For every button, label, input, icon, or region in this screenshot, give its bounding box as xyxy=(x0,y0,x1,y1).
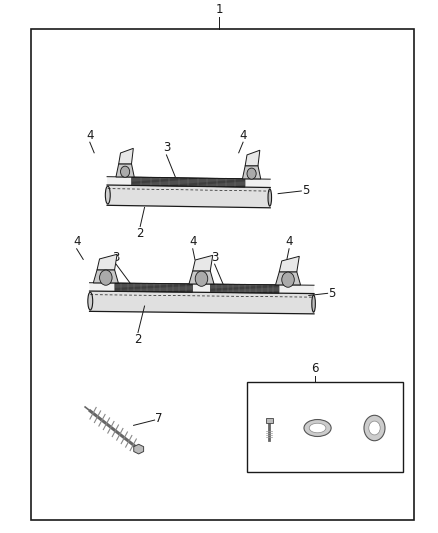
Ellipse shape xyxy=(312,295,315,312)
Polygon shape xyxy=(107,185,270,208)
Polygon shape xyxy=(132,177,245,187)
Text: 6: 6 xyxy=(311,362,319,375)
Polygon shape xyxy=(189,271,214,284)
Circle shape xyxy=(99,270,112,285)
Ellipse shape xyxy=(309,423,326,433)
Ellipse shape xyxy=(88,292,93,310)
Polygon shape xyxy=(116,164,134,177)
Text: 5: 5 xyxy=(302,184,310,198)
Text: 3: 3 xyxy=(211,251,218,264)
Text: 7: 7 xyxy=(155,413,163,425)
Ellipse shape xyxy=(268,189,272,206)
Text: 3: 3 xyxy=(163,141,170,154)
Text: 4: 4 xyxy=(189,235,197,248)
Polygon shape xyxy=(89,282,314,294)
Text: 4: 4 xyxy=(73,235,81,248)
Polygon shape xyxy=(97,254,117,270)
Text: 4: 4 xyxy=(86,128,94,142)
Ellipse shape xyxy=(304,419,331,437)
Bar xyxy=(31,29,414,520)
Polygon shape xyxy=(107,176,270,188)
Polygon shape xyxy=(266,418,273,423)
Circle shape xyxy=(282,272,294,287)
Text: 3: 3 xyxy=(113,251,120,264)
Text: 2: 2 xyxy=(134,333,142,345)
Polygon shape xyxy=(276,272,300,285)
Circle shape xyxy=(369,421,380,435)
Polygon shape xyxy=(243,166,261,179)
Circle shape xyxy=(364,415,385,441)
Text: 2: 2 xyxy=(136,227,144,239)
Polygon shape xyxy=(193,255,213,271)
Text: 5: 5 xyxy=(328,287,336,300)
Polygon shape xyxy=(245,150,260,166)
Circle shape xyxy=(247,168,256,179)
Polygon shape xyxy=(119,148,133,164)
Polygon shape xyxy=(134,445,144,454)
Circle shape xyxy=(195,271,208,286)
Ellipse shape xyxy=(106,186,110,204)
Text: 4: 4 xyxy=(285,235,293,248)
Polygon shape xyxy=(279,256,299,272)
Polygon shape xyxy=(89,291,314,314)
Polygon shape xyxy=(211,284,279,293)
Circle shape xyxy=(120,166,130,177)
Polygon shape xyxy=(115,283,192,292)
Polygon shape xyxy=(93,270,118,283)
Text: 4: 4 xyxy=(239,128,247,142)
Bar xyxy=(247,382,403,472)
Text: 1: 1 xyxy=(215,3,223,16)
